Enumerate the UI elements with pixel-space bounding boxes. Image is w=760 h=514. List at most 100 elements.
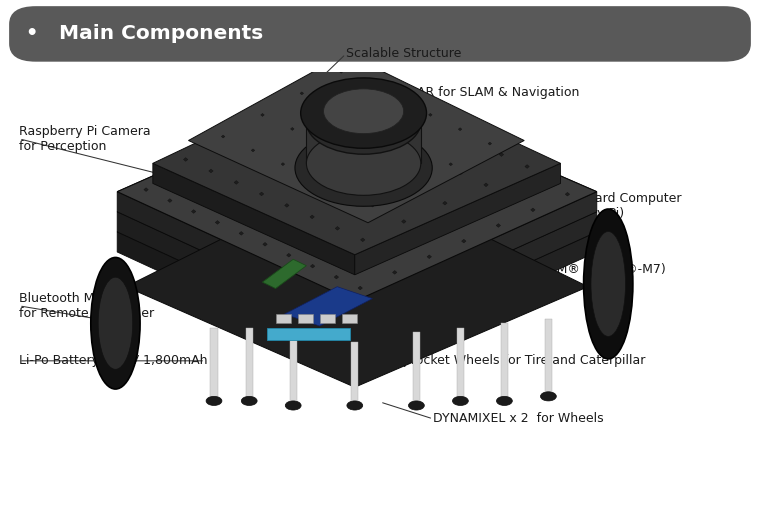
Polygon shape <box>260 179 264 183</box>
Polygon shape <box>525 164 529 168</box>
Polygon shape <box>342 186 346 189</box>
Polygon shape <box>507 197 511 201</box>
Ellipse shape <box>452 396 468 406</box>
Bar <box>413 333 420 406</box>
Polygon shape <box>298 314 313 323</box>
Ellipse shape <box>90 258 140 389</box>
Text: Main Components: Main Components <box>59 25 264 43</box>
Polygon shape <box>310 264 315 268</box>
Polygon shape <box>310 215 315 218</box>
Polygon shape <box>376 208 381 212</box>
Polygon shape <box>355 212 597 341</box>
Polygon shape <box>261 114 264 116</box>
Polygon shape <box>469 150 473 154</box>
Polygon shape <box>308 201 312 205</box>
Polygon shape <box>488 142 492 145</box>
Polygon shape <box>338 123 342 127</box>
Polygon shape <box>274 162 279 166</box>
Bar <box>545 319 552 396</box>
Polygon shape <box>117 232 355 362</box>
Polygon shape <box>376 170 380 174</box>
Ellipse shape <box>285 401 301 410</box>
Polygon shape <box>117 192 355 321</box>
Polygon shape <box>407 148 411 151</box>
Polygon shape <box>448 203 452 206</box>
Polygon shape <box>287 253 291 257</box>
Polygon shape <box>262 259 306 288</box>
Polygon shape <box>264 119 269 123</box>
Text: 360° LiDAR for SLAM & Navigation: 360° LiDAR for SLAM & Navigation <box>363 86 580 99</box>
Polygon shape <box>355 163 561 275</box>
Polygon shape <box>371 93 375 97</box>
Polygon shape <box>380 170 384 172</box>
Polygon shape <box>224 138 228 142</box>
Polygon shape <box>305 100 309 104</box>
Bar <box>501 323 508 401</box>
Polygon shape <box>358 286 363 290</box>
Polygon shape <box>300 173 305 177</box>
Polygon shape <box>117 127 597 341</box>
Polygon shape <box>314 113 318 116</box>
Text: •: • <box>26 25 38 43</box>
Polygon shape <box>341 190 344 193</box>
Polygon shape <box>276 314 291 323</box>
Polygon shape <box>153 67 561 255</box>
Text: Sprocket Wheels for Tire and Caterpillar: Sprocket Wheels for Tire and Caterpillar <box>395 354 645 368</box>
Polygon shape <box>192 210 196 213</box>
Ellipse shape <box>206 396 222 406</box>
Polygon shape <box>420 129 425 133</box>
Polygon shape <box>300 92 303 95</box>
Polygon shape <box>396 119 401 122</box>
Polygon shape <box>117 86 597 301</box>
Polygon shape <box>290 127 294 131</box>
Polygon shape <box>382 136 386 139</box>
Polygon shape <box>362 134 366 137</box>
Polygon shape <box>403 244 407 248</box>
Ellipse shape <box>306 90 421 154</box>
Polygon shape <box>410 183 413 187</box>
Polygon shape <box>321 141 324 144</box>
Polygon shape <box>263 243 268 246</box>
Polygon shape <box>499 153 504 156</box>
Polygon shape <box>355 232 597 362</box>
Polygon shape <box>484 183 488 187</box>
Polygon shape <box>304 138 309 142</box>
Polygon shape <box>226 194 230 198</box>
Polygon shape <box>517 171 521 175</box>
Polygon shape <box>212 158 216 161</box>
Polygon shape <box>331 112 334 116</box>
Polygon shape <box>297 227 302 231</box>
Polygon shape <box>117 212 355 341</box>
Polygon shape <box>397 105 401 108</box>
Polygon shape <box>340 155 345 158</box>
Polygon shape <box>417 190 422 193</box>
Polygon shape <box>270 153 274 157</box>
Polygon shape <box>461 240 466 243</box>
Polygon shape <box>565 192 570 196</box>
Polygon shape <box>144 188 148 191</box>
Polygon shape <box>410 155 414 159</box>
Polygon shape <box>445 140 449 143</box>
Polygon shape <box>492 161 497 164</box>
Polygon shape <box>126 173 588 387</box>
Polygon shape <box>356 124 360 127</box>
Polygon shape <box>325 185 330 189</box>
Polygon shape <box>281 163 285 166</box>
Polygon shape <box>315 143 320 146</box>
Polygon shape <box>117 86 597 301</box>
Polygon shape <box>348 98 352 101</box>
Polygon shape <box>345 249 350 252</box>
Polygon shape <box>351 196 355 200</box>
Polygon shape <box>379 233 384 237</box>
Polygon shape <box>390 207 394 211</box>
Polygon shape <box>274 216 277 220</box>
Polygon shape <box>249 206 254 209</box>
Polygon shape <box>334 276 339 279</box>
Polygon shape <box>420 149 423 152</box>
Polygon shape <box>443 201 447 205</box>
Bar <box>245 328 253 401</box>
Polygon shape <box>366 196 370 200</box>
Polygon shape <box>386 144 391 148</box>
Polygon shape <box>366 166 371 170</box>
Polygon shape <box>429 114 432 116</box>
